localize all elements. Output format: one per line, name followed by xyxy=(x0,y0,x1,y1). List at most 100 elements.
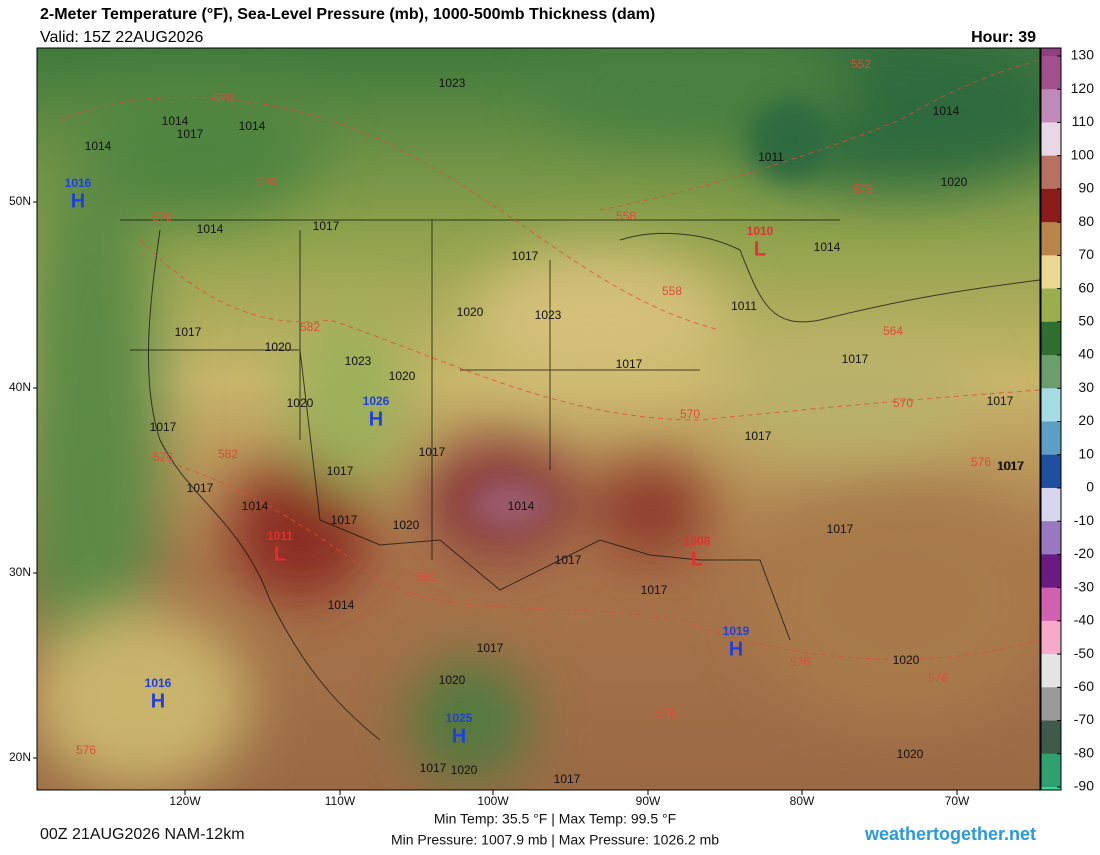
colorbar-label: 30 xyxy=(1078,379,1094,395)
map-title: 2-Meter Temperature (°F), Sea-Level Pres… xyxy=(40,6,655,23)
isobar-label: 1017 xyxy=(313,219,340,233)
isobar-label: 1017 xyxy=(842,352,869,366)
isobar-label: 1011 xyxy=(731,299,757,313)
lon-label: 120W xyxy=(169,794,201,808)
colorbar-frame xyxy=(1040,47,1062,791)
pressure-center-value: 1010 xyxy=(747,224,774,238)
thickness-label: 570 xyxy=(214,91,234,105)
colorbar-segment xyxy=(1041,753,1061,788)
lat-label: 40N xyxy=(9,380,31,394)
isobar-label: 1011 xyxy=(758,150,784,164)
colorbar-label: 100 xyxy=(1071,146,1095,162)
isobar-label: 1014 xyxy=(933,104,960,118)
thickness-label: 576 xyxy=(853,182,873,196)
isobar-label: 1017 xyxy=(331,513,358,527)
lat-label: 30N xyxy=(9,565,31,579)
isobar-label: 1017 xyxy=(477,641,504,655)
thickness-label: 558 xyxy=(662,284,682,298)
thickness-label: 570 xyxy=(680,407,700,421)
isobar-label: 1017 xyxy=(827,522,854,536)
colorbar-label: 90 xyxy=(1078,180,1094,196)
colorbar-segment xyxy=(1041,587,1061,622)
isobar-label: 1017 xyxy=(616,357,643,371)
thickness-label: 576 xyxy=(153,450,173,464)
colorbar-segment xyxy=(1041,388,1061,422)
isobar-label: 1020 xyxy=(941,175,968,189)
isobar-label: 1017 xyxy=(997,459,1024,473)
isobar-label: 1020 xyxy=(287,396,314,410)
colorbar-label: -70 xyxy=(1074,711,1094,727)
colorbar-label: 40 xyxy=(1078,346,1094,362)
thickness-label: 558 xyxy=(616,209,636,223)
temp-range: Min Temp: 35.5 °F | Max Temp: 99.5 °F xyxy=(434,811,676,827)
isobar-label: 1017 xyxy=(177,127,204,141)
colorbar-label: -90 xyxy=(1074,778,1094,794)
thickness-label: 582 xyxy=(218,447,238,461)
pressure-center-letter: H xyxy=(369,408,383,430)
isobar-label: 1017 xyxy=(420,761,447,775)
colorbar-bottom xyxy=(1041,787,1061,790)
thickness-label: 576 xyxy=(971,455,991,469)
colorbar-top xyxy=(1041,48,1061,56)
pressure-center-letter: L xyxy=(754,238,766,260)
isobar-label: 1023 xyxy=(439,76,466,90)
colorbar-label: -10 xyxy=(1074,512,1094,528)
thickness-label: 582 xyxy=(300,320,320,334)
isobar-label: 1020 xyxy=(389,369,416,383)
pressure-center-value: 1026 xyxy=(363,394,390,408)
lon-label: 80W xyxy=(790,794,815,808)
colorbar-segment xyxy=(1041,321,1061,356)
colorbar-label: 50 xyxy=(1078,313,1094,329)
valid-time: Valid: 15Z 22AUG2026 xyxy=(40,29,203,46)
isobar-label: 1020 xyxy=(451,763,478,777)
isobar-label: 1020 xyxy=(265,340,292,354)
isobar-label: 1014 xyxy=(814,240,841,254)
colorbar-segment xyxy=(1041,421,1061,456)
isobar-label: 1014 xyxy=(162,114,189,128)
isobar-label: 1020 xyxy=(439,673,466,687)
pressure-center-letter: H xyxy=(452,725,466,747)
thickness-label: 576 xyxy=(256,175,276,189)
thickness-label: 570 xyxy=(893,396,913,410)
pressure-center-letter: H xyxy=(151,690,165,712)
pressure-range: Min Pressure: 1007.9 mb | Max Pressure: … xyxy=(391,832,719,848)
site-name[interactable]: weathertogether.net xyxy=(864,824,1036,844)
pressure-center-value: 1025 xyxy=(446,711,473,725)
colorbar-segment xyxy=(1041,89,1061,123)
thickness-label: 576 xyxy=(790,655,810,669)
isobar-label: 1017 xyxy=(987,394,1014,408)
lon-label: 70W xyxy=(945,794,970,808)
colorbar-label: 0 xyxy=(1086,479,1094,495)
colorbar-segment xyxy=(1041,188,1061,223)
colorbar-segment xyxy=(1041,454,1061,489)
colorbar-label: -40 xyxy=(1074,612,1094,628)
isobar-label: 1014 xyxy=(328,598,355,612)
lon-label: 100W xyxy=(477,794,509,808)
isobar-label: 1014 xyxy=(197,222,224,236)
colorbar-segment xyxy=(1041,654,1061,688)
colorbar-label: 60 xyxy=(1078,279,1094,295)
lon-label: 90W xyxy=(636,794,661,808)
map-frame xyxy=(36,47,1041,791)
colorbar-label: -60 xyxy=(1074,678,1094,694)
isobar-label: 1017 xyxy=(512,249,539,263)
isobar-label: 1017 xyxy=(641,583,668,597)
isobar-label: 1023 xyxy=(345,354,372,368)
forecast-hour: Hour: 39 xyxy=(971,29,1036,46)
isobar-label: 1020 xyxy=(893,653,920,667)
isobar-label: 1020 xyxy=(897,747,924,761)
colorbar-segment xyxy=(1041,554,1061,589)
thickness-label: 576 xyxy=(928,671,948,685)
isobar-label: 1014 xyxy=(239,119,266,133)
pressure-center-value: 1011 xyxy=(267,529,293,543)
colorbar-segment xyxy=(1041,720,1061,755)
colorbar-label: 130 xyxy=(1071,47,1095,63)
model-run: 00Z 21AUG2026 NAM-12km xyxy=(40,826,245,843)
isobar-label: 1014 xyxy=(508,499,535,513)
lat-label: 20N xyxy=(9,750,31,764)
colorbar-label: -20 xyxy=(1074,545,1094,561)
colorbar-label: 80 xyxy=(1078,213,1094,229)
colorbar-segment xyxy=(1041,288,1061,323)
isobar-label: 1017 xyxy=(327,464,354,478)
